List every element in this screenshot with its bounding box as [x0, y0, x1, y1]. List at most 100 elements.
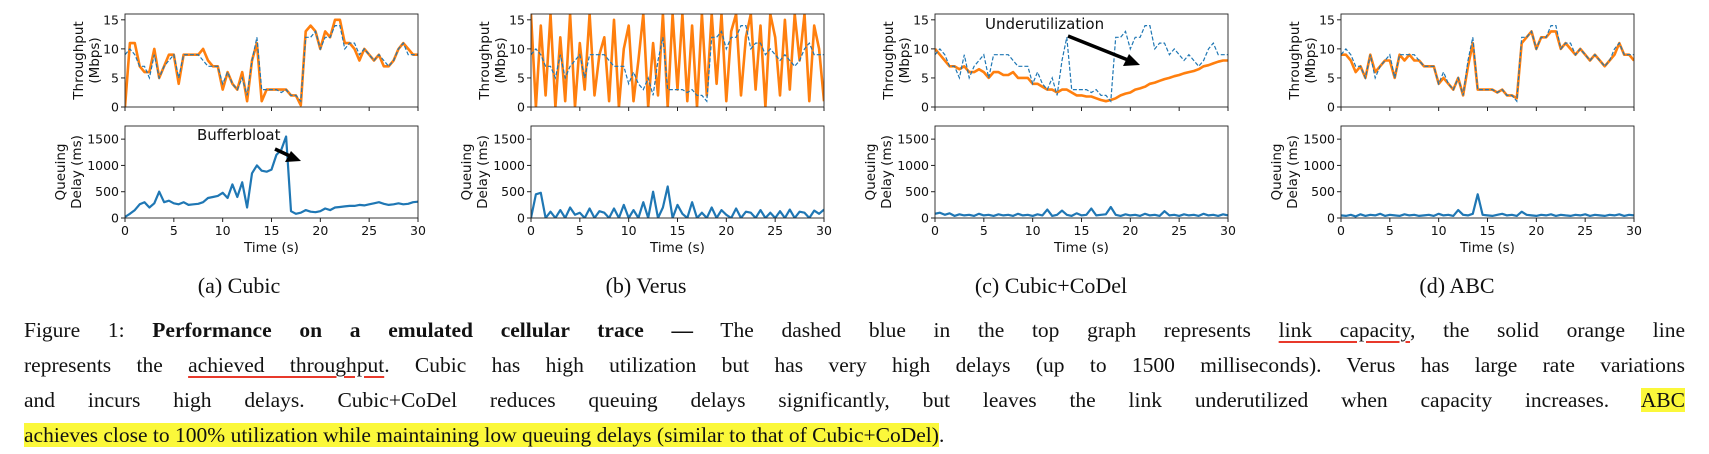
y-axis-label: QueuingDelay (ms): [1269, 135, 1301, 209]
highlighted-text: achieves close to 100% utilization while…: [24, 423, 939, 447]
y-axis-label-line: Throughput: [477, 21, 493, 100]
y-axis-label-line: (Mbps): [1303, 37, 1319, 83]
y-tick-label: 0: [1327, 211, 1335, 226]
capacity-line: [531, 25, 824, 103]
caption-line-4: achieves close to 100% utilization while…: [24, 420, 1685, 450]
y-axis-label-line: Queuing: [1269, 144, 1285, 201]
y-tick-label: 500: [1311, 184, 1335, 199]
y-tick-label: 15: [913, 12, 929, 27]
x-tick-label: 5: [576, 223, 584, 238]
bufferbloat-annotation: Bufferbloat: [197, 126, 281, 144]
y-axis-label: QueuingDelay (ms): [459, 135, 491, 209]
y-tick-label: 5: [111, 70, 119, 85]
y-axis-label-line: Delay (ms): [475, 135, 491, 209]
y-tick-label: 1500: [493, 132, 525, 147]
y-tick-label: 1000: [1303, 158, 1335, 173]
y-tick-label: 500: [95, 184, 119, 199]
x-tick-label: 20: [718, 223, 734, 238]
x-tick-label: 25: [767, 223, 783, 238]
y-axis-label: Throughput(Mbps): [881, 21, 913, 100]
delay-line: [935, 205, 1228, 217]
y-axis-label-line: (Mbps): [493, 37, 509, 83]
y-tick-label: 10: [509, 41, 525, 56]
subcaption-c: (c) Cubic+CoDel: [974, 273, 1128, 298]
y-tick-label: 500: [501, 184, 525, 199]
y-tick-label: 0: [921, 211, 929, 226]
y-axis-label-line: Queuing: [459, 144, 475, 201]
caption-text: , the solid orange line: [1410, 318, 1686, 342]
y-axis-label-line: Queuing: [53, 144, 69, 201]
arrow-head-icon: [1123, 54, 1140, 66]
y-axis-label-line: Throughput: [881, 21, 897, 100]
x-tick-label: 30: [410, 223, 426, 238]
delay-line: [531, 185, 824, 218]
x-axis-label: Time (s): [649, 240, 705, 256]
y-tick-label: 10: [103, 41, 119, 56]
x-axis-label: Time (s): [243, 240, 299, 256]
y-tick-label: 0: [517, 211, 525, 226]
y-axis-label: Throughput(Mbps): [1287, 21, 1319, 100]
y-tick-label: 1500: [1303, 132, 1335, 147]
caption-line-3: and incurs high delays. Cubic+CoDel redu…: [24, 385, 1685, 415]
x-tick-label: 0: [527, 223, 535, 238]
capacity-line: [125, 25, 418, 103]
delay-plot: 0 500 1000 1500 0 5 10 15 20 25 30 QueuingDelay (ms…: [1269, 125, 1642, 238]
underlined-link-capacity: link capacity: [1278, 318, 1411, 342]
throughput-plot: 0 5 10 15 Throughput(Mbps): [71, 12, 419, 115]
x-tick-label: 10: [1025, 223, 1041, 238]
x-tick-label: 25: [1577, 223, 1593, 238]
x-axis-label: Time (s): [1459, 240, 1515, 256]
throughput-line: [125, 18, 418, 107]
x-tick-label: 15: [1074, 223, 1090, 238]
y-axis-label: QueuingDelay (ms): [863, 135, 895, 209]
caption-text: and incurs high delays. Cubic+CoDel redu…: [24, 388, 1641, 412]
y-tick-label: 15: [103, 12, 119, 27]
delay-plot: 0 500 1000 1500 0 5 10 15 20 25 30 QueuingDelay (ms…: [459, 125, 832, 238]
y-axis-label-line: Delay (ms): [69, 135, 85, 209]
delay-line: [125, 135, 418, 218]
y-axis-label-line: Delay (ms): [1285, 135, 1301, 209]
y-tick-label: 0: [111, 100, 119, 115]
y-axis-label-line: Queuing: [863, 144, 879, 201]
x-tick-label: 5: [1386, 223, 1394, 238]
caption-text: .: [938, 423, 945, 447]
subcaption-b: (b) Verus: [605, 273, 687, 298]
y-tick-label: 0: [1327, 100, 1335, 115]
capacity-line: [935, 25, 1228, 103]
y-tick-label: 10: [913, 41, 929, 56]
x-axis-label: Time (s): [1053, 240, 1109, 256]
x-tick-label: 25: [1171, 223, 1187, 238]
x-tick-label: 25: [361, 223, 377, 238]
delay-plot: 0 500 1000 1500 0 5 10 15 20 25 30 QueuingDelay (ms…: [53, 125, 426, 238]
y-tick-label: 500: [905, 184, 929, 199]
arrow-head-icon: [285, 151, 301, 162]
y-axis-label-line: Throughput: [1287, 21, 1303, 100]
y-tick-label: 1500: [87, 132, 119, 147]
y-tick-label: 5: [517, 70, 525, 85]
arrow-line: [1067, 34, 1129, 62]
caption-text: represents the: [24, 353, 189, 377]
x-tick-label: 20: [312, 223, 328, 238]
y-tick-label: 15: [509, 12, 525, 27]
x-tick-label: 10: [621, 223, 637, 238]
y-tick-label: 5: [1327, 70, 1335, 85]
throughput-line: [1341, 30, 1634, 100]
y-axis-label: QueuingDelay (ms): [53, 135, 85, 209]
capacity-line: [1341, 25, 1634, 103]
subcaption-d: (d) ABC: [1419, 273, 1495, 298]
y-axis-label-line: Throughput: [71, 21, 87, 100]
caption-text: . Cubic has high utilization but has ver…: [384, 353, 1685, 377]
x-tick-label: 0: [931, 223, 939, 238]
plot-frame: [1340, 125, 1635, 219]
delay-plot: 0 500 1000 1500 0 5 10 15 20 25 30 QueuingDelay (ms…: [863, 125, 1236, 238]
caption-line-2: represents the achieved throughput. Cubi…: [24, 350, 1685, 380]
y-tick-label: 1500: [897, 132, 929, 147]
y-tick-label: 10: [1319, 41, 1335, 56]
highlighted-text: ABC: [1640, 388, 1685, 412]
y-axis-label-line: (Mbps): [87, 37, 103, 83]
